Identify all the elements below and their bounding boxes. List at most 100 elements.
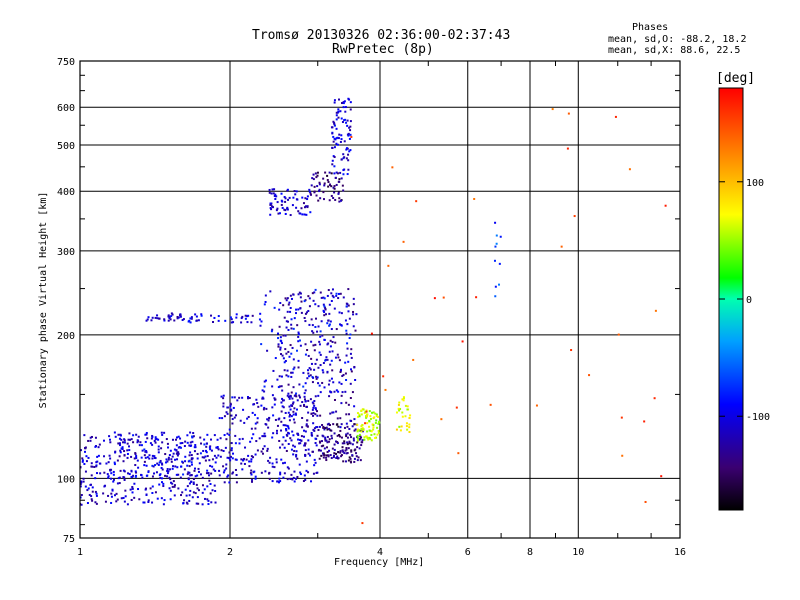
data-point: [164, 461, 167, 464]
data-point: [355, 455, 358, 458]
data-point: [136, 439, 139, 442]
data-point: [313, 458, 316, 461]
data-point: [179, 476, 182, 479]
data-point: [279, 339, 282, 342]
data-point: [354, 378, 357, 381]
data-point: [108, 438, 111, 441]
data-point: [332, 411, 335, 414]
data-point: [290, 391, 293, 394]
data-point: [318, 343, 321, 346]
data-point: [286, 394, 289, 397]
data-point: [170, 458, 173, 461]
data-point: [292, 453, 295, 456]
data-point: [660, 475, 663, 478]
data-point: [97, 454, 100, 457]
data-point: [348, 456, 351, 459]
data-point: [97, 446, 100, 449]
data-point: [215, 456, 218, 459]
data-point: [145, 319, 148, 322]
data-point: [205, 472, 208, 475]
data-point: [235, 414, 238, 417]
data-point: [282, 357, 285, 360]
data-point: [318, 190, 321, 193]
data-point: [339, 140, 342, 143]
data-point: [566, 147, 569, 150]
data-point: [339, 110, 342, 113]
data-point: [291, 402, 294, 405]
data-point: [166, 475, 169, 478]
data-point: [158, 483, 161, 486]
data-point: [173, 458, 176, 461]
data-point: [316, 376, 319, 379]
data-point: [188, 459, 191, 462]
data-point: [181, 441, 184, 444]
x-ticks: 1 2 4 6 8 10 16: [77, 61, 686, 558]
data-point: [354, 329, 357, 332]
data-point: [145, 493, 148, 496]
data-point: [334, 198, 337, 201]
data-point: [345, 329, 348, 332]
data-point: [312, 422, 315, 425]
data-point: [169, 478, 172, 481]
data-point: [138, 498, 141, 501]
data-point: [291, 204, 294, 207]
data-point: [345, 433, 348, 436]
data-point: [243, 421, 246, 424]
data-point: [345, 401, 348, 404]
data-point: [400, 425, 403, 428]
data-point: [271, 188, 274, 191]
data-point: [179, 315, 182, 318]
data-point: [290, 439, 293, 442]
data-point: [291, 397, 294, 400]
data-point: [135, 433, 138, 436]
data-point: [335, 389, 338, 392]
colorbar-label: [deg]: [716, 71, 756, 86]
data-point: [290, 323, 293, 326]
data-point: [217, 454, 220, 457]
data-point: [344, 460, 347, 463]
data-point: [254, 427, 257, 430]
data-point: [343, 442, 346, 445]
data-point: [313, 404, 316, 407]
data-point: [233, 416, 236, 419]
data-point: [292, 413, 295, 416]
data-point: [249, 440, 252, 443]
data-point: [332, 336, 335, 339]
data-point: [335, 292, 338, 295]
data-point: [290, 318, 293, 321]
data-point: [289, 306, 292, 309]
data-point: [354, 428, 357, 431]
data-point: [325, 456, 328, 459]
data-point: [318, 183, 321, 186]
data-point: [314, 395, 317, 398]
data-point: [301, 401, 304, 404]
data-point: [161, 463, 164, 466]
data-point: [298, 394, 301, 397]
data-point: [279, 348, 282, 351]
data-point: [286, 297, 289, 300]
data-point: [244, 317, 247, 320]
data-point: [130, 475, 133, 478]
data-point: [293, 480, 296, 483]
data-point: [321, 434, 324, 437]
data-point: [275, 461, 278, 464]
data-point: [186, 473, 189, 476]
data-point: [312, 299, 315, 302]
data-point: [372, 411, 375, 414]
data-point: [153, 472, 156, 475]
data-point: [285, 433, 288, 436]
data-point: [247, 454, 250, 457]
data-point: [86, 502, 89, 505]
data-point: [328, 324, 331, 327]
data-point: [338, 433, 341, 436]
data-point: [295, 190, 298, 193]
data-point: [173, 319, 176, 322]
data-point: [361, 522, 364, 525]
data-point: [160, 447, 163, 450]
data-point: [337, 292, 340, 295]
data-point: [194, 475, 197, 478]
data-point: [336, 172, 339, 175]
data-point: [334, 341, 337, 344]
data-point: [169, 318, 172, 321]
data-point: [213, 434, 216, 437]
